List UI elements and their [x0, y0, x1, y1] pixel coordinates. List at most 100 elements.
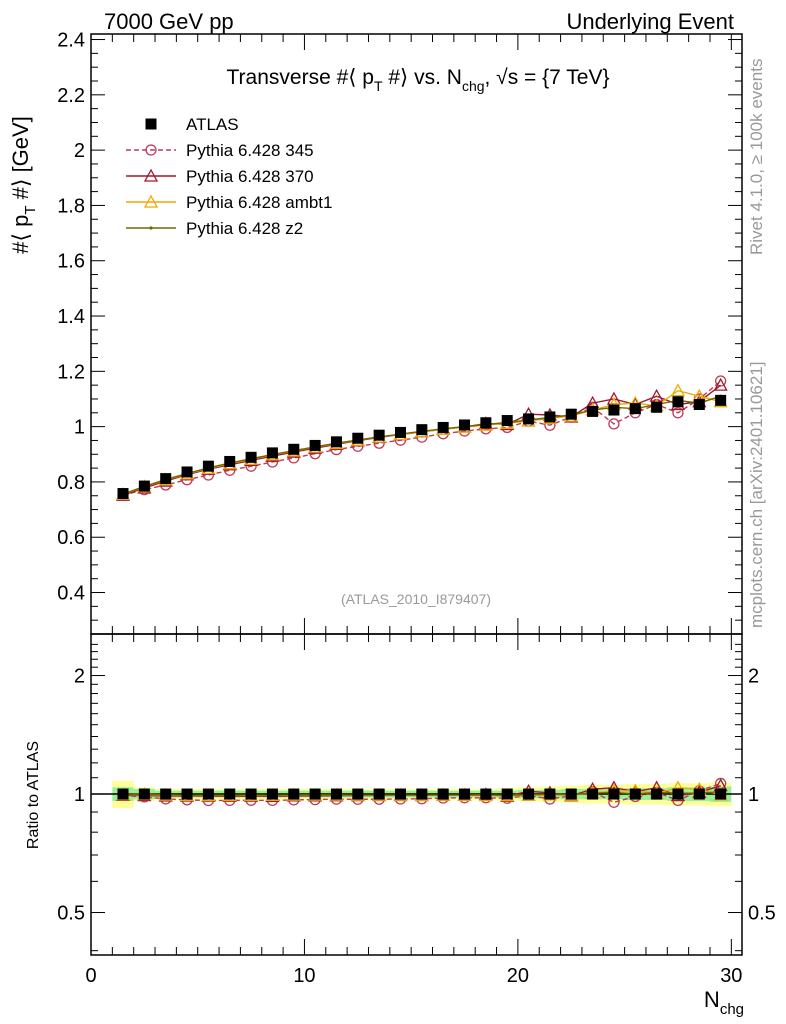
legend-marker — [143, 168, 159, 182]
data-point — [288, 443, 300, 455]
chart-title: Transverse #⟨ pT #⟩ vs. Nchg, √s = {7 Te… — [227, 66, 610, 94]
data-point — [309, 439, 321, 451]
ratio-y-tick-label-right: 1 — [748, 784, 759, 806]
ratio-point — [651, 788, 663, 800]
ratio-series-atlas — [117, 788, 727, 800]
ratio-point — [309, 788, 321, 800]
data-point — [202, 460, 214, 472]
series-atlas — [117, 394, 727, 500]
header-right-label: Underlying Event — [566, 9, 734, 34]
ratio-point — [266, 788, 278, 800]
data-point — [608, 418, 620, 430]
data-point — [651, 401, 663, 413]
ratio-point — [288, 788, 300, 800]
ratio-y-axis-label: Ratio to ATLAS — [25, 741, 42, 849]
y-tick-label: 1.6 — [57, 251, 85, 273]
legend-entry: Pythia 6.428 370 — [126, 167, 314, 186]
ratio-point — [117, 788, 129, 800]
ratio-y-tick-label-right: 2 — [748, 666, 759, 688]
y-tick-label: 2 — [74, 140, 85, 162]
ratio-point — [608, 788, 620, 800]
ratio-point — [352, 788, 364, 800]
ratio-y-tick-label-right: 0.5 — [748, 903, 776, 925]
legend-label: Pythia 6.428 z2 — [186, 219, 303, 238]
data-point — [394, 426, 406, 438]
data-point — [565, 408, 577, 420]
data-point — [266, 447, 278, 459]
data-point — [501, 415, 513, 427]
ratio-point — [181, 788, 193, 800]
legend-label: ATLAS — [186, 115, 239, 134]
x-axis-label: Nchg — [704, 987, 744, 1018]
y-tick-label: 1.8 — [57, 195, 85, 217]
y-axis-label: #⟨ pT #⟩ [GeV] — [8, 116, 39, 254]
rivet-version-label: Rivet 4.1.0, ≥ 100k events — [747, 59, 766, 255]
y-tick-label: 1.2 — [57, 361, 85, 383]
data-point — [437, 421, 449, 433]
title-sub-t: T — [374, 78, 383, 94]
y-tick-label: 1.4 — [57, 306, 85, 328]
data-point — [523, 413, 535, 425]
ratio-point — [224, 788, 236, 800]
ratio-point — [565, 788, 577, 800]
ratio-point — [373, 788, 385, 800]
ratio-point — [693, 788, 705, 800]
axes-layer: 0.4 0.6 0.8 1 1.2 1.4 1.6 1.8 2 2.2 2.4 0 10 20 30 0.5 0… — [57, 30, 776, 987]
title-prefix: Transverse #⟨ p — [227, 66, 374, 89]
legend-entry: Pythia 6.428 345 — [126, 141, 314, 160]
ratio-point — [544, 788, 556, 800]
y-tick-label: 0.4 — [57, 583, 85, 605]
legend-marker — [149, 226, 153, 230]
ratio-point — [501, 788, 513, 800]
data-point — [587, 405, 599, 417]
y-tick-label: 0.6 — [57, 527, 85, 549]
data-point — [117, 488, 129, 500]
data-point — [138, 480, 150, 492]
legend-entry: Pythia 6.428 z2 — [126, 219, 303, 238]
ylabel-sub: T — [22, 205, 39, 214]
ratio-series-layer — [115, 777, 728, 808]
legend-label: Pythia 6.428 345 — [186, 141, 314, 160]
ratio-point — [202, 788, 214, 800]
mcplots-label: mcplots.cern.ch [arXiv:2401.10621] — [747, 362, 766, 628]
data-point — [373, 429, 385, 441]
ratio-point — [523, 788, 535, 800]
data-point — [672, 396, 684, 408]
legend-entry: Pythia 6.428 ambt1 — [126, 193, 332, 212]
ratio-point — [330, 788, 342, 800]
ratio-point — [245, 788, 257, 800]
title-mid: #⟩ vs. N — [383, 66, 462, 89]
legend: ATLAS Pythia 6.428 345 Pythia 6.428 370 Pyt… — [126, 115, 332, 238]
ratio-point — [629, 788, 641, 800]
title-suffix: , √s = {7 TeV} — [485, 66, 610, 89]
data-point — [480, 417, 492, 429]
main-series-layer — [115, 375, 728, 501]
data-point — [160, 473, 172, 485]
series-pythia-6-428-345 — [117, 375, 727, 501]
legend-label: Pythia 6.428 ambt1 — [186, 193, 332, 212]
ratio-point — [394, 788, 406, 800]
ratio-point — [416, 788, 428, 800]
ratio-point — [138, 788, 150, 800]
ratio-point — [587, 788, 599, 800]
ratio-point — [160, 788, 172, 800]
data-point — [670, 383, 686, 397]
y-tick-label: 2.2 — [57, 85, 85, 107]
data-point — [629, 403, 641, 415]
legend-marker — [143, 194, 159, 208]
data-point — [693, 399, 705, 411]
title-sub-chg: chg — [462, 78, 485, 94]
ratio-point — [672, 788, 684, 800]
ratio-point — [480, 788, 492, 800]
header-left-label: 7000 GeV pp — [104, 9, 234, 34]
x-tick-label: 0 — [85, 965, 96, 987]
x-tick-label: 10 — [293, 965, 315, 987]
ratio-y-tick-label: 1 — [74, 784, 85, 806]
data-point — [416, 424, 428, 436]
data-point — [224, 455, 236, 467]
y-tick-label: 0.8 — [57, 472, 85, 494]
ratio-point — [459, 788, 471, 800]
x-tick-label: 20 — [507, 965, 529, 987]
y-tick-label: 1 — [74, 417, 85, 439]
